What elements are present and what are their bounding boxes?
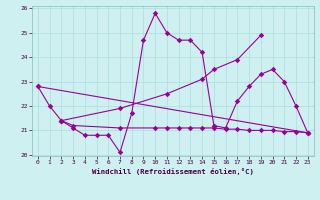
X-axis label: Windchill (Refroidissement éolien,°C): Windchill (Refroidissement éolien,°C) <box>92 168 254 175</box>
